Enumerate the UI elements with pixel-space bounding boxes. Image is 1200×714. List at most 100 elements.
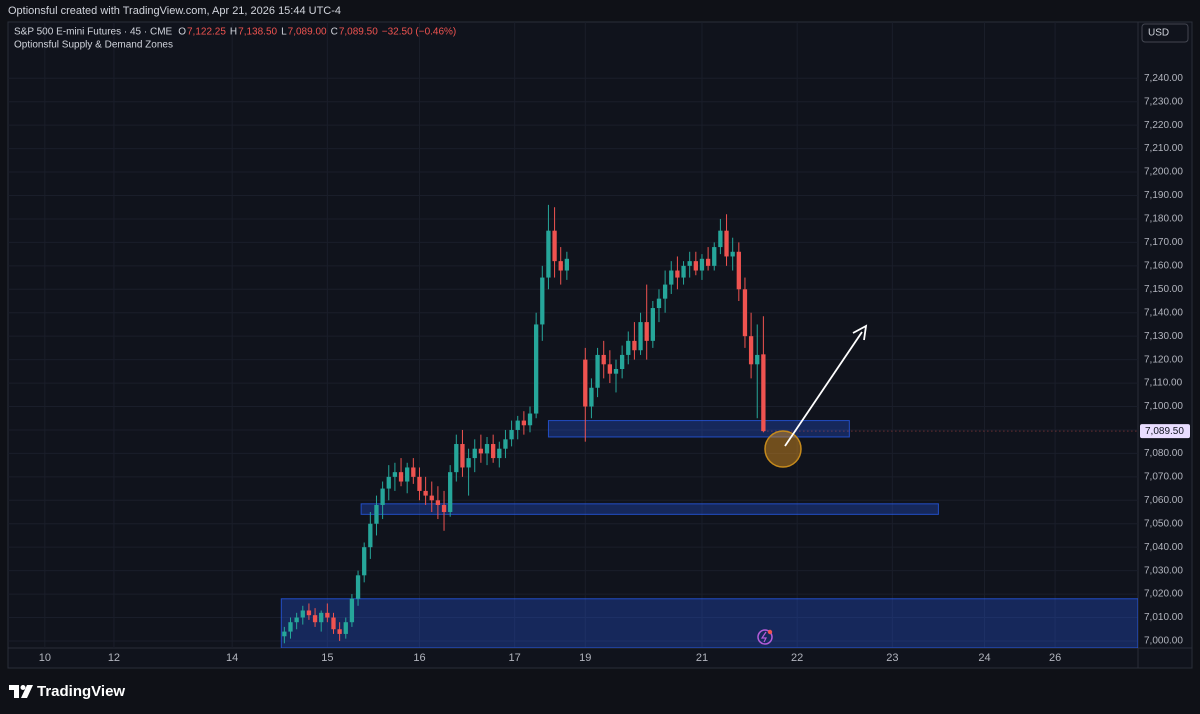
candle-body [644, 322, 649, 341]
candle-body [558, 261, 563, 271]
candle-body [583, 359, 588, 407]
candle-body [724, 230, 729, 257]
candle-body [534, 324, 539, 414]
candle-body [349, 598, 355, 623]
y-tick-label: 7,010.00 [1144, 612, 1183, 623]
zone [280, 598, 1138, 648]
candle-body [398, 472, 404, 482]
candle-body [742, 289, 748, 337]
event-icon [757, 629, 773, 645]
candle-body [288, 622, 293, 632]
x-tick-label: 10 [39, 652, 51, 664]
y-tick-label: 7,030.00 [1144, 565, 1183, 576]
ohlc-value: 7,122.25 [187, 27, 226, 38]
chart-frame [7, 21, 1193, 669]
candle-body [368, 523, 373, 548]
candle-body [589, 387, 594, 407]
candle-body [294, 617, 299, 623]
ohlc-value: 7,089.50 [339, 27, 378, 38]
candle-body [755, 354, 760, 365]
highlight-circle [764, 430, 802, 468]
x-tick-label: 22 [791, 652, 803, 664]
x-tick-label: 15 [321, 652, 333, 664]
candle-body [626, 340, 631, 355]
candle-body [521, 420, 527, 426]
x-tick-label: 19 [579, 652, 591, 664]
candle-body [761, 354, 766, 432]
change: −32.50 (−0.46%) [382, 27, 457, 38]
candle-body [337, 629, 342, 634]
candle-body [325, 612, 330, 618]
candle-body [484, 444, 490, 454]
y-tick-label: 7,190.00 [1144, 190, 1183, 201]
candle-body [472, 448, 477, 459]
candle-body [478, 448, 484, 454]
candle-body [380, 488, 385, 505]
x-tick-label: 14 [226, 652, 238, 664]
x-tick-label: 23 [886, 652, 898, 664]
candle-body [405, 467, 410, 482]
candle-body [650, 308, 655, 341]
candle-body [515, 420, 520, 430]
zone [360, 503, 939, 515]
axes: 7,000.00 7,010.00 7,020.00 7,030.00 7,040.00… [39, 73, 1190, 664]
legend: S&P 500 E-mini Futures · 45 · CME Option… [14, 27, 456, 51]
y-tick-label: 7,130.00 [1144, 331, 1183, 342]
candle-body [662, 284, 668, 299]
currency: USD [1148, 28, 1169, 39]
candle-body [454, 444, 459, 473]
candle-body [730, 251, 735, 257]
ohlc-value: 7,089.00 [288, 27, 327, 38]
candle-body [509, 429, 514, 440]
candle-body [619, 354, 625, 369]
ohlc-key: C [331, 27, 338, 38]
candle-body [423, 490, 428, 496]
logo-slash [21, 685, 33, 698]
candle-body [362, 547, 367, 576]
logo-shape [9, 685, 19, 698]
candle-body [497, 448, 502, 459]
brand: TradingView [37, 683, 125, 700]
candle-body [300, 610, 305, 618]
candle-body [417, 476, 422, 491]
y-tick-label: 7,100.00 [1144, 401, 1183, 412]
candle-body [681, 265, 686, 278]
y-tick-label: 7,150.00 [1144, 284, 1183, 295]
candle-body [595, 354, 600, 388]
candle-body [601, 354, 606, 365]
zones [280, 420, 1138, 648]
chart-title: S&P 500 E-mini Futures · 45 · CME [14, 27, 173, 38]
candle-body [429, 495, 434, 501]
grid [8, 22, 1138, 648]
candle-body [564, 258, 570, 271]
y-tick-label: 7,160.00 [1144, 260, 1183, 271]
y-tick-label: 7,000.00 [1144, 636, 1183, 647]
candle-body [632, 340, 637, 351]
ohlc-key: O [178, 27, 186, 38]
y-tick-label: 7,220.00 [1144, 120, 1183, 131]
y-tick-label: 7,070.00 [1144, 471, 1183, 482]
credit: Optionsful created with TradingView.com,… [8, 5, 341, 17]
candle-body [699, 258, 705, 271]
y-tick-label: 7,060.00 [1144, 495, 1183, 506]
candle-body [411, 467, 416, 477]
last-price-label: 7,089.50 [1145, 426, 1184, 437]
x-tick-label: 16 [413, 652, 425, 664]
y-tick-label: 7,110.00 [1144, 378, 1183, 389]
candle-body [540, 277, 545, 325]
y-tick-label: 7,080.00 [1144, 448, 1183, 459]
candle-body [374, 504, 379, 524]
candle-body [460, 444, 465, 468]
candle-body [306, 610, 312, 616]
candle-body [448, 472, 453, 513]
y-tick-label: 7,020.00 [1144, 589, 1183, 600]
candle-body [705, 258, 711, 266]
candle-body [282, 631, 287, 637]
candle-body [546, 230, 551, 278]
y-tick-label: 7,200.00 [1144, 167, 1183, 178]
candle-body [319, 612, 324, 623]
candle-body [656, 298, 662, 309]
candle-body [736, 251, 741, 290]
